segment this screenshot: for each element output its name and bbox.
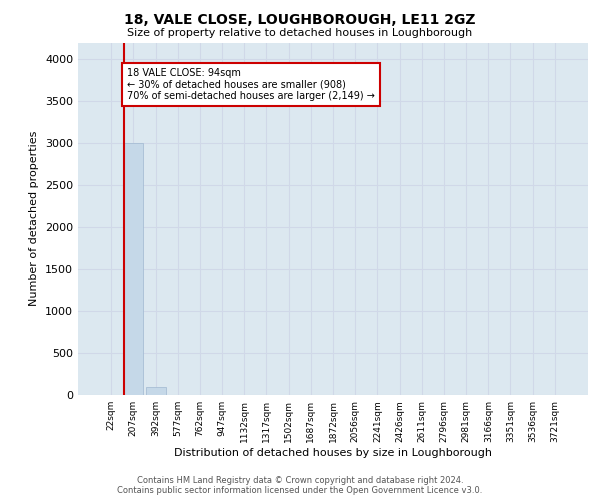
Text: Size of property relative to detached houses in Loughborough: Size of property relative to detached ho… <box>127 28 473 38</box>
Text: 18, VALE CLOSE, LOUGHBOROUGH, LE11 2GZ: 18, VALE CLOSE, LOUGHBOROUGH, LE11 2GZ <box>124 12 476 26</box>
Y-axis label: Number of detached properties: Number of detached properties <box>29 131 40 306</box>
Text: 18 VALE CLOSE: 94sqm
← 30% of detached houses are smaller (908)
70% of semi-deta: 18 VALE CLOSE: 94sqm ← 30% of detached h… <box>127 68 375 101</box>
Text: Contains HM Land Registry data © Crown copyright and database right 2024.
Contai: Contains HM Land Registry data © Crown c… <box>118 476 482 495</box>
Bar <box>146 386 166 395</box>
X-axis label: Distribution of detached houses by size in Loughborough: Distribution of detached houses by size … <box>174 448 492 458</box>
Bar <box>124 143 143 395</box>
